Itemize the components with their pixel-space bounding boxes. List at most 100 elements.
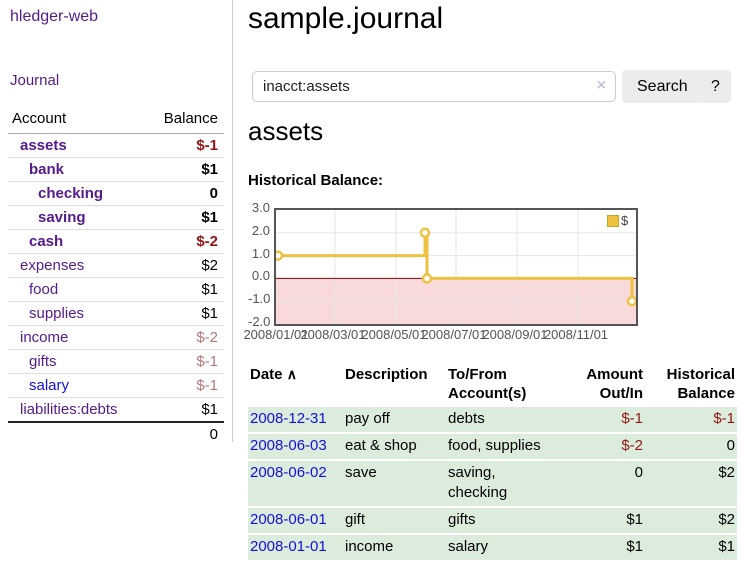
transaction-amount: $-1 [560,407,645,432]
register-table: Date ∧ Description To/From Account(s) Am… [248,362,737,562]
y-tick: 1.0 [251,246,270,261]
account-link-expenses[interactable]: expenses [20,257,85,274]
transaction-description: income [343,535,446,560]
transaction-accounts: gifts [446,508,560,533]
transaction-balance: $-1 [645,407,737,432]
x-tick: 2008/07/01 [421,327,487,342]
transaction-date-link[interactable]: 2008-06-02 [250,464,327,481]
register-row[interactable]: 2008-06-02 save saving, checking 0 $2 [248,461,737,506]
y-tick: -2.0 [248,314,271,329]
account-link-checking[interactable]: checking [38,185,104,202]
account-row-bank: bank $1 [8,157,224,182]
transaction-date-link[interactable]: 2008-06-03 [250,437,327,454]
sidebar-divider [232,0,233,442]
transaction-amount: $1 [560,508,645,533]
clear-search-icon[interactable]: × [596,77,606,94]
data-point [419,227,431,239]
transaction-balance: $1 [645,535,737,560]
account-link-income[interactable]: income [20,329,69,346]
account-balance: $1 [145,205,224,230]
account-row-income: income $-2 [8,325,224,350]
transaction-balance: $2 [645,461,737,506]
transaction-amount: $1 [560,535,645,560]
transaction-description: pay off [343,407,446,432]
accounts-header-balance: Balance [145,107,224,134]
x-tick: 2008/05/01 [361,327,427,342]
main-panel: sample.journal × Search ? assets Histori… [243,0,742,582]
account-row-salary: salary $-1 [8,373,224,398]
account-link-salary[interactable]: salary [29,377,70,394]
legend-swatch-icon [607,214,619,227]
account-balance: $2 [145,253,224,278]
account-balance: $-2 [145,325,224,350]
account-balance: $1 [145,301,224,326]
account-row-food: food $1 [8,277,224,302]
transaction-date-link[interactable]: 2008-06-01 [250,511,327,528]
register-header-date[interactable]: Date ∧ [250,366,297,383]
transaction-accounts: saving, checking [446,461,560,506]
help-button[interactable]: ? [700,70,731,103]
account-row-liabilities-debts: liabilities:debts $1 [8,397,224,422]
account-link-bank[interactable]: bank [29,161,65,178]
search-box: × [252,71,616,102]
account-link-saving[interactable]: saving [38,209,86,226]
journal-link[interactable]: Journal [10,72,60,89]
transaction-date-link[interactable]: 2008-12-31 [250,410,327,427]
account-link-gifts[interactable]: gifts [29,353,57,370]
x-tick: 2008/09/01 [482,327,548,342]
balance-series-svg [272,210,638,324]
data-point [272,250,284,261]
transaction-accounts: food, supplies [446,434,560,459]
register-row[interactable]: 2008-06-01 gift gifts $1 $2 [248,508,737,533]
search-button[interactable]: Search [622,70,703,103]
account-link-assets[interactable]: assets [20,137,67,154]
chart-legend: $ [607,213,628,228]
account-balance: 0 [145,181,224,206]
data-point [421,273,433,284]
account-link-supplies[interactable]: supplies [29,305,85,322]
accounts-header-row: Account Balance [8,107,224,134]
account-link-cash[interactable]: cash [29,233,64,250]
accounts-total-row: 0 [8,421,224,446]
account-balance: $-2 [145,229,224,254]
account-row-checking: checking 0 [8,181,224,206]
search-input[interactable] [263,73,583,100]
transaction-description: eat & shop [343,434,446,459]
account-balance: $1 [145,397,224,422]
register-row[interactable]: 2008-06-03 eat & shop food, supplies $-2… [248,434,737,459]
account-balance: $-1 [145,373,224,398]
transaction-description: save [343,461,446,506]
chart-title: Historical Balance: [248,172,384,189]
y-tick: 3.0 [251,200,270,215]
transaction-amount: $-2 [560,434,645,459]
account-link-liabilities-debts[interactable]: liabilities:debts [20,401,118,418]
balance-chart: 3.0 2.0 1.0 0.0 -1.0 -2.0 [243,200,742,345]
account-row-gifts: gifts $-1 [8,349,224,374]
account-row-assets: assets $-1 [8,134,224,158]
y-tick: -1.0 [248,291,271,306]
accounts-total-value: 0 [145,421,224,446]
account-link-food[interactable]: food [29,281,59,298]
transaction-accounts: debts [446,407,560,432]
y-tick: 0.0 [251,268,270,283]
account-row-saving: saving $1 [8,205,224,230]
transaction-amount: 0 [560,461,645,506]
sort-ascending-icon: ∧ [286,366,297,382]
legend-label: $ [621,213,629,228]
account-row-cash: cash $-2 [8,229,224,254]
x-tick: 2008/01/01 [243,327,309,342]
chart-plot-area[interactable] [272,208,638,326]
account-balance: $-1 [196,137,218,154]
account-balance: $1 [145,277,224,302]
transaction-date-link[interactable]: 2008-01-01 [250,538,327,555]
transaction-balance: 0 [645,434,737,459]
page-title: sample.journal [248,2,444,35]
account-row-expenses: expenses $2 [8,253,224,278]
account-row-supplies: supplies $1 [8,301,224,326]
app-title-link[interactable]: hledger-web [10,8,99,25]
register-row[interactable]: 2008-12-31 pay off debts $-1 $-1 [248,407,737,432]
data-point [626,295,638,307]
account-balance: $-1 [145,349,224,374]
account-heading: assets [248,116,324,146]
register-row[interactable]: 2008-01-01 income salary $1 $1 [248,535,737,560]
